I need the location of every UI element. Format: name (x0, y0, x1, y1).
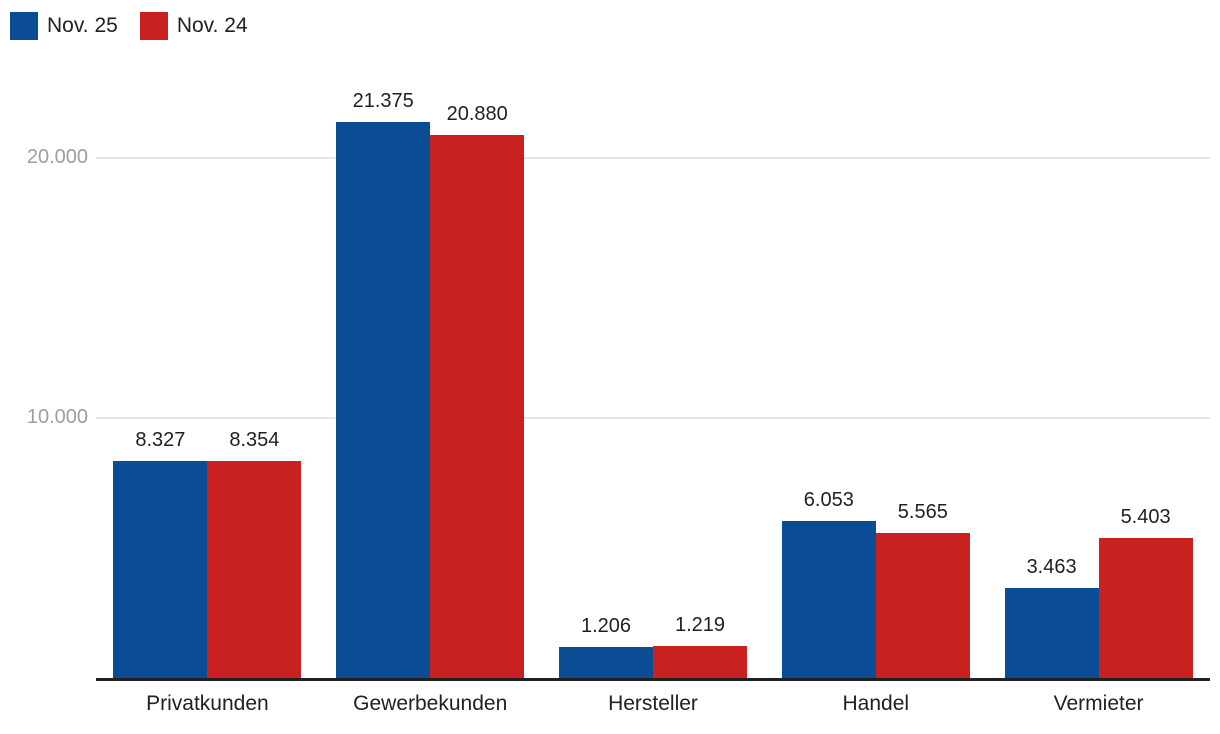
bar-hersteller-nov-24[interactable] (653, 646, 747, 678)
bar-handel-nov-24[interactable] (875, 533, 970, 678)
x-axis-category-label: Handel (842, 692, 910, 715)
bar-value-label: 8.354 (229, 429, 280, 451)
chart-legend: Nov. 25 Nov. 24 (10, 12, 248, 40)
bar-gewerbekunden-nov-24[interactable] (430, 135, 525, 678)
y-axis-tick-label: 20.000 (26, 146, 88, 168)
bar-value-label: 1.219 (674, 614, 726, 636)
bar-privatkunden-nov-25[interactable] (113, 461, 208, 678)
bar-vermieter-nov-25[interactable] (1004, 588, 1099, 678)
bar-value-label: 6.053 (803, 489, 854, 511)
bar-value-label: 3.463 (1026, 556, 1077, 578)
bar-hersteller-nov-25[interactable] (559, 647, 653, 678)
x-axis-category-label: Gewerbekunden (353, 692, 508, 715)
x-axis-category-label: Vermieter (1053, 692, 1144, 715)
bar-handel-nov-25[interactable] (781, 521, 876, 678)
bar-value-label: 8.327 (135, 429, 186, 451)
gridline-20.000 (96, 157, 1210, 159)
y-axis-tick-label: 10.000 (26, 406, 88, 428)
bar-value-label: 21.375 (352, 90, 414, 112)
bar-value-label: 1.206 (580, 615, 632, 637)
legend-item-nov-25[interactable]: Nov. 25 (10, 12, 118, 40)
bar-value-label: 5.565 (897, 501, 948, 523)
bar-value-label: 20.880 (446, 103, 508, 125)
bar-privatkunden-nov-24[interactable] (207, 461, 302, 678)
bar-vermieter-nov-24[interactable] (1098, 538, 1193, 678)
bar-value-label: 5.403 (1120, 506, 1171, 528)
legend-item-nov-24[interactable]: Nov. 24 (139, 12, 248, 40)
legend-swatch-blue (10, 12, 38, 40)
bar-gewerbekunden-nov-25[interactable] (336, 122, 431, 678)
x-axis-line (96, 678, 1210, 681)
x-axis-category-label: Privatkunden (146, 692, 269, 715)
legend-label: Nov. 25 (47, 14, 118, 37)
legend-swatch-red (139, 12, 168, 40)
gridline-10.000 (96, 417, 1210, 419)
x-axis-category-label: Hersteller (608, 692, 698, 715)
legend-label: Nov. 24 (176, 14, 248, 37)
